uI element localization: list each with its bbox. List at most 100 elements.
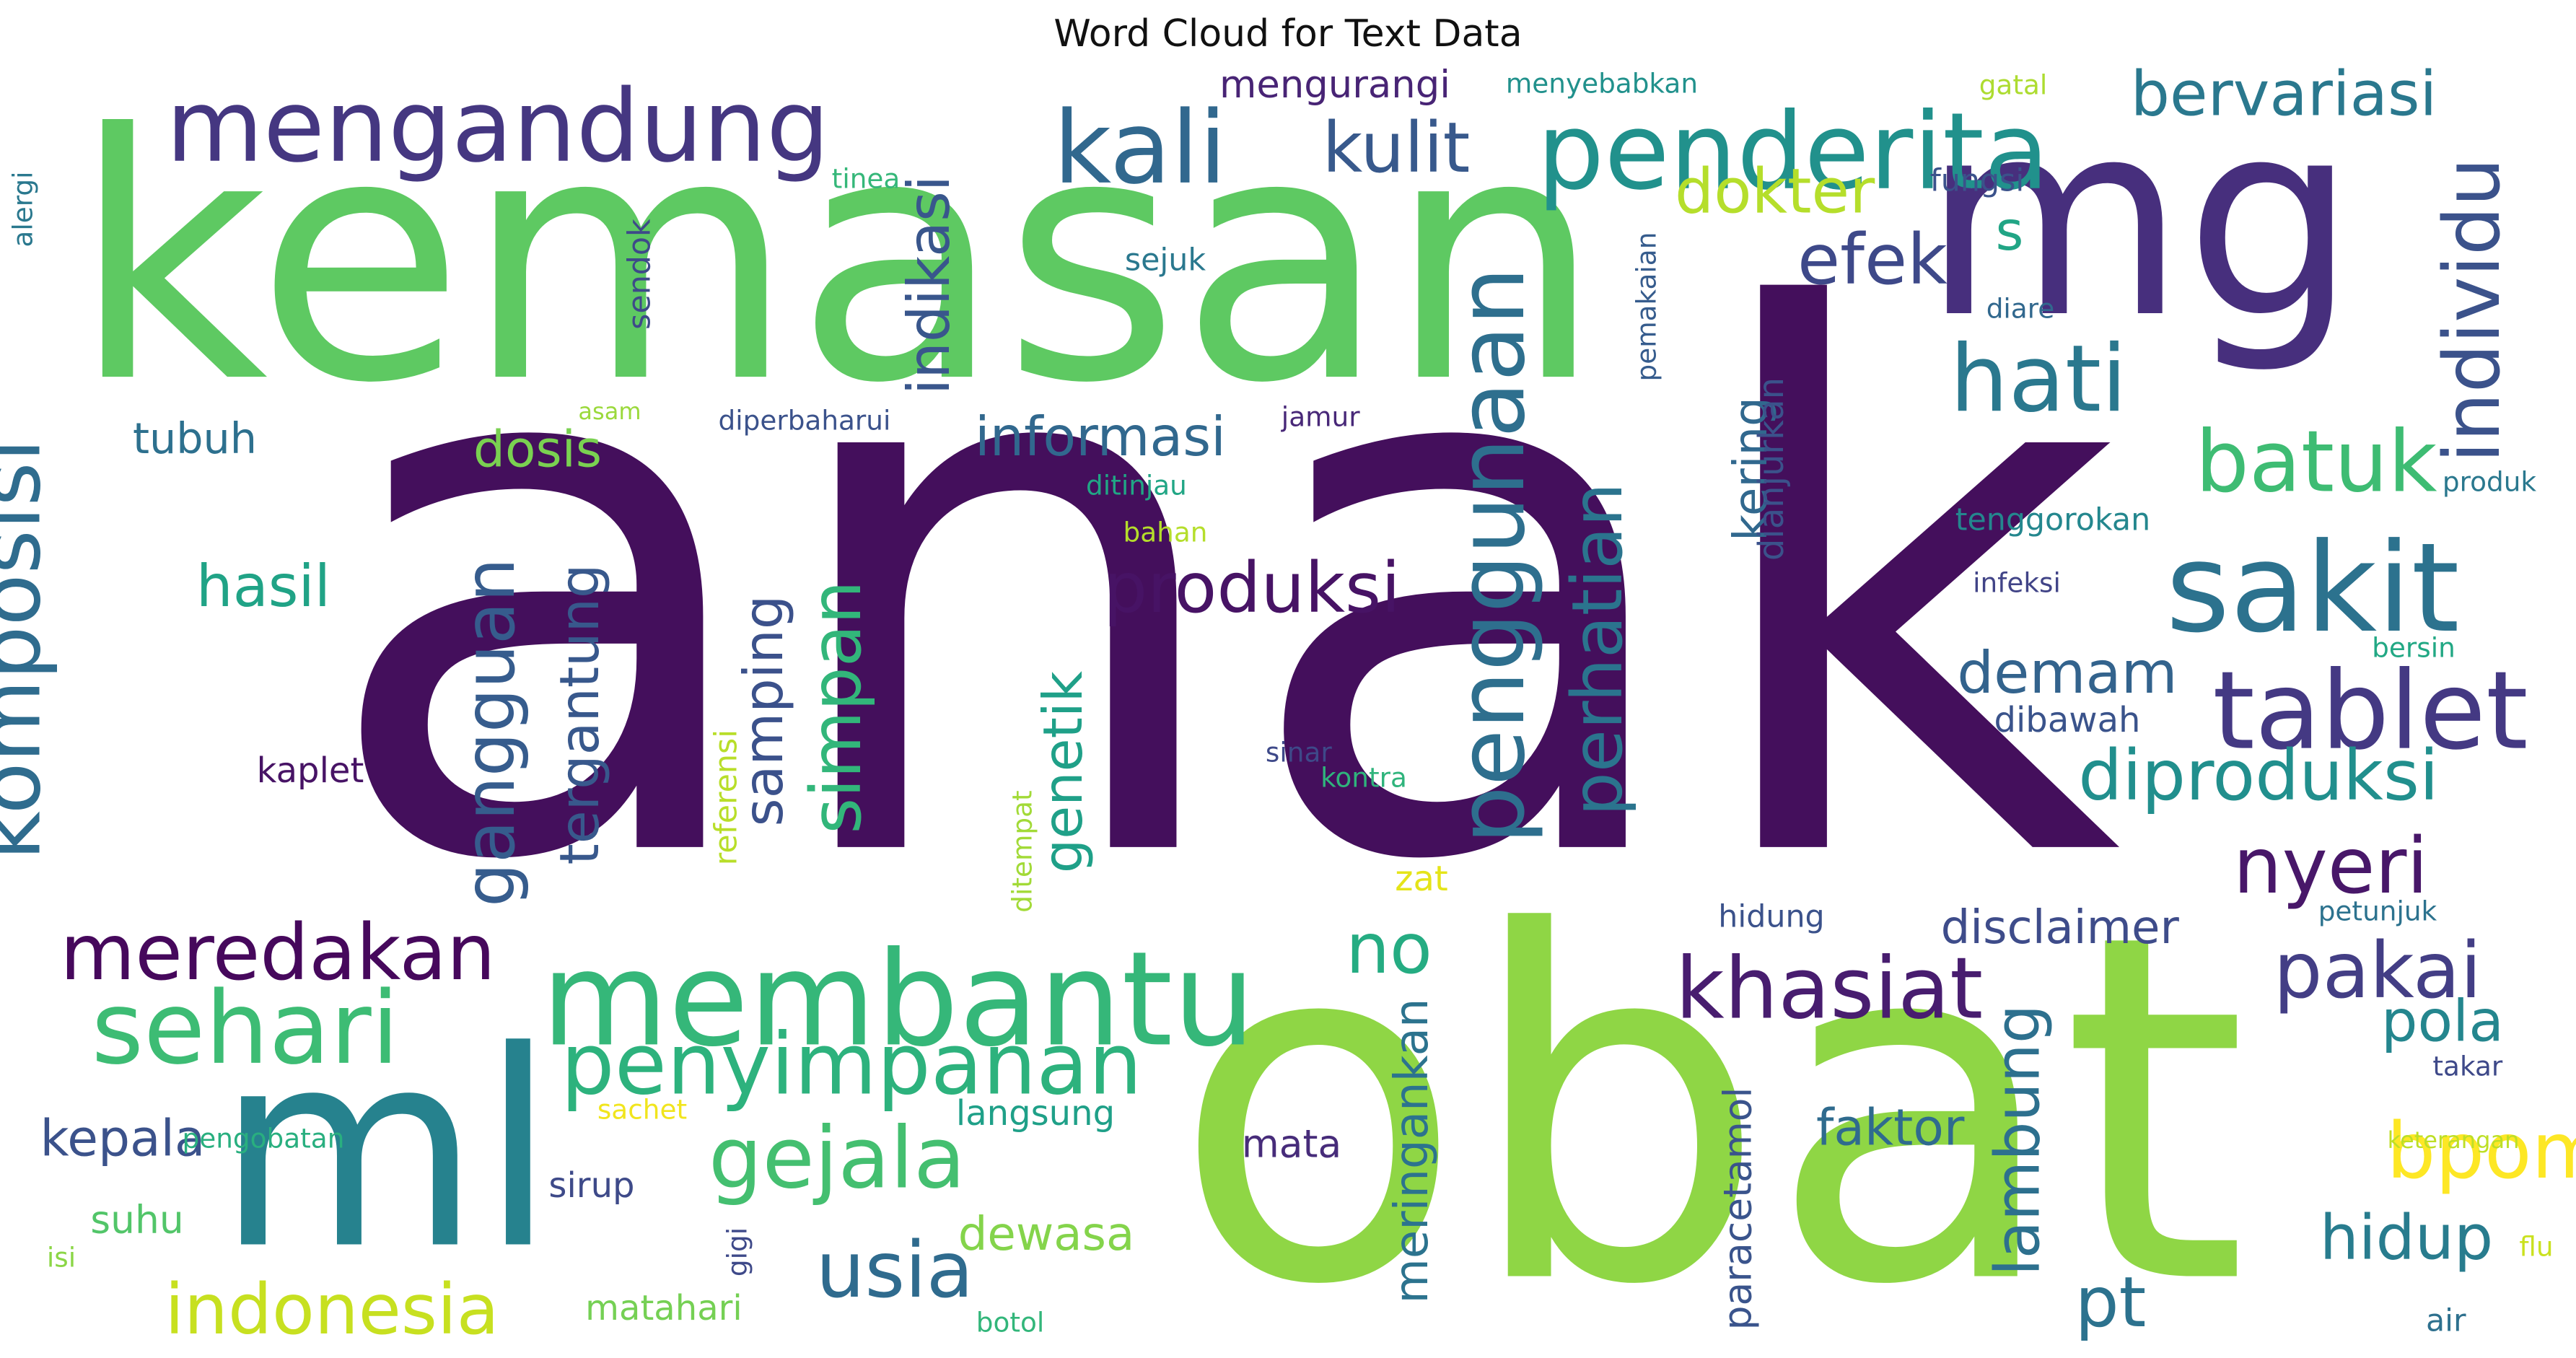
word-zat: zat bbox=[1395, 859, 1448, 899]
word-isi: isi bbox=[47, 1241, 76, 1273]
word-petunjuk: petunjuk bbox=[2318, 895, 2437, 926]
word-infeksi: infeksi bbox=[1973, 566, 2061, 598]
word-perhatian: perhatian bbox=[1557, 483, 1638, 816]
word-pt: pt bbox=[2075, 1262, 2147, 1343]
word-usia: usia bbox=[816, 1226, 974, 1315]
word-anak: anak bbox=[317, 160, 2121, 1022]
word-hidung: hidung bbox=[1718, 899, 1824, 935]
word-bpom: bpom bbox=[2386, 1107, 2576, 1196]
word-kering: kering bbox=[1725, 397, 1778, 541]
word-s: s bbox=[1996, 200, 2024, 263]
word-keterangan: keterangan bbox=[2388, 1126, 2520, 1154]
word-indikasi: indikasi bbox=[895, 175, 963, 395]
word-komposisi: komposisi bbox=[0, 439, 59, 860]
word-gangguan: gangguan bbox=[450, 558, 530, 907]
word-dokter: dokter bbox=[1675, 156, 1875, 227]
word-referensi: referensi bbox=[708, 730, 744, 865]
word-genetik: genetik bbox=[1032, 670, 1095, 873]
word-pemakaian: pemakaian bbox=[1631, 232, 1662, 382]
word-gigi: gigi bbox=[722, 1227, 753, 1276]
word-pola: pola bbox=[2381, 987, 2504, 1054]
word-sejuk: sejuk bbox=[1125, 242, 1206, 279]
word-tablet: tablet bbox=[2212, 649, 2528, 774]
word-gejala: gejala bbox=[709, 1109, 965, 1208]
word-disclaimer: disclaimer bbox=[1941, 901, 2180, 955]
word-tinea: tinea bbox=[832, 162, 901, 194]
word-bersin: bersin bbox=[2372, 631, 2455, 663]
word-kali: kali bbox=[1053, 89, 1227, 206]
word-individu: individu bbox=[2428, 157, 2518, 463]
word-tergantung: tergantung bbox=[548, 564, 611, 865]
word-no: no bbox=[1346, 908, 1432, 989]
word-bervariasi: bervariasi bbox=[2131, 58, 2437, 130]
word-produk: produk bbox=[2443, 465, 2537, 497]
word-fungsi: fungsi bbox=[1930, 163, 2024, 199]
word-efek: efek bbox=[1797, 219, 1948, 300]
word-hasil: hasil bbox=[196, 553, 330, 620]
word-pengobatan: pengobatan bbox=[183, 1122, 345, 1154]
word-dosis: dosis bbox=[473, 421, 602, 478]
word-obat: obat bbox=[1172, 833, 2248, 1358]
word-mengurangi: mengurangi bbox=[1219, 63, 1450, 107]
word-takar: takar bbox=[2432, 1050, 2502, 1082]
word-simpan: simpan bbox=[796, 580, 877, 833]
word-sendok: sendok bbox=[621, 219, 657, 330]
word-dibawah: dibawah bbox=[1994, 700, 2140, 740]
word-hidup: hidup bbox=[2320, 1202, 2494, 1274]
word-lambung: lambung bbox=[1983, 1004, 2054, 1276]
word-kontra: kontra bbox=[1320, 761, 1407, 793]
chart-title: Word Cloud for Text Data bbox=[1053, 12, 1523, 56]
word-dewasa: dewasa bbox=[958, 1208, 1134, 1261]
word-kaplet: kaplet bbox=[257, 750, 364, 791]
word-nyeri: nyeri bbox=[2233, 822, 2428, 911]
word-tubuh: tubuh bbox=[133, 413, 257, 463]
word-mata: mata bbox=[1242, 1121, 1341, 1166]
word-mengandung: mengandung bbox=[166, 68, 830, 185]
word-langsung: langsung bbox=[956, 1093, 1115, 1134]
word-tenggorokan: tenggorokan bbox=[1955, 502, 2150, 538]
word-diproduksi: diproduksi bbox=[2078, 735, 2438, 816]
word-khasiat: khasiat bbox=[1675, 939, 1984, 1038]
word-botol: botol bbox=[976, 1306, 1045, 1338]
word-air: air bbox=[2426, 1303, 2466, 1339]
word-sinar: sinar bbox=[1266, 736, 1332, 768]
word-flu: flu bbox=[2519, 1230, 2553, 1262]
word-bahan: bahan bbox=[1123, 516, 1208, 548]
word-diperbaharui: diperbaharui bbox=[719, 404, 891, 436]
word-pakai: pakai bbox=[2274, 926, 2481, 1016]
word-ml: ml bbox=[216, 994, 556, 1309]
word-kemasan: kemasan bbox=[71, 62, 1603, 457]
word-sachet: sachet bbox=[597, 1093, 687, 1125]
word-faktor: faktor bbox=[1816, 1099, 1965, 1157]
word-sakit: sakit bbox=[2165, 517, 2459, 660]
word-asam: asam bbox=[578, 398, 641, 425]
word-ditempat: ditempat bbox=[1007, 790, 1038, 912]
word-produksi: produksi bbox=[1103, 548, 1401, 628]
word-matahari: matahari bbox=[585, 1288, 742, 1328]
word-membantu: membantu bbox=[541, 923, 1256, 1075]
word-ditinjau: ditinjau bbox=[1086, 469, 1187, 501]
word-mg: mg bbox=[1922, 63, 2357, 377]
word-demam: demam bbox=[1957, 639, 2177, 706]
word-samping: samping bbox=[732, 595, 795, 827]
word-meringankan: meringankan bbox=[1385, 998, 1439, 1303]
word-hati: hati bbox=[1950, 325, 2127, 433]
word-menyebabkan: menyebabkan bbox=[1506, 67, 1698, 99]
word-kulit: kulit bbox=[1323, 108, 1471, 188]
word-batuk: batuk bbox=[2195, 413, 2437, 512]
word-jamur: jamur bbox=[1281, 400, 1360, 432]
word-penyimpanan: penyimpanan bbox=[561, 1015, 1142, 1114]
word-kepala: kepala bbox=[40, 1110, 206, 1168]
word-penderita: penderita bbox=[1537, 89, 2049, 214]
word-meredakan: meredakan bbox=[60, 908, 496, 998]
word-informasi: informasi bbox=[975, 406, 1226, 468]
word-dianjurkan: dianjurkan bbox=[1751, 377, 1792, 561]
word-sirup: sirup bbox=[548, 1165, 634, 1206]
word-indonesia: indonesia bbox=[165, 1269, 499, 1350]
word-suhu: suhu bbox=[90, 1196, 183, 1242]
word-diare: diare bbox=[1986, 292, 2055, 324]
word-gatal: gatal bbox=[1979, 69, 2048, 100]
word-paracetamol: paracetamol bbox=[1715, 1087, 1761, 1331]
word-alergi: alergi bbox=[7, 171, 39, 247]
